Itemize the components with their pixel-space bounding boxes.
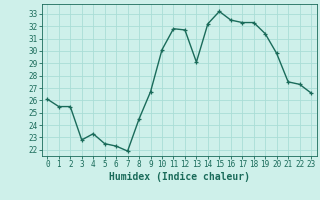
X-axis label: Humidex (Indice chaleur): Humidex (Indice chaleur)	[109, 172, 250, 182]
